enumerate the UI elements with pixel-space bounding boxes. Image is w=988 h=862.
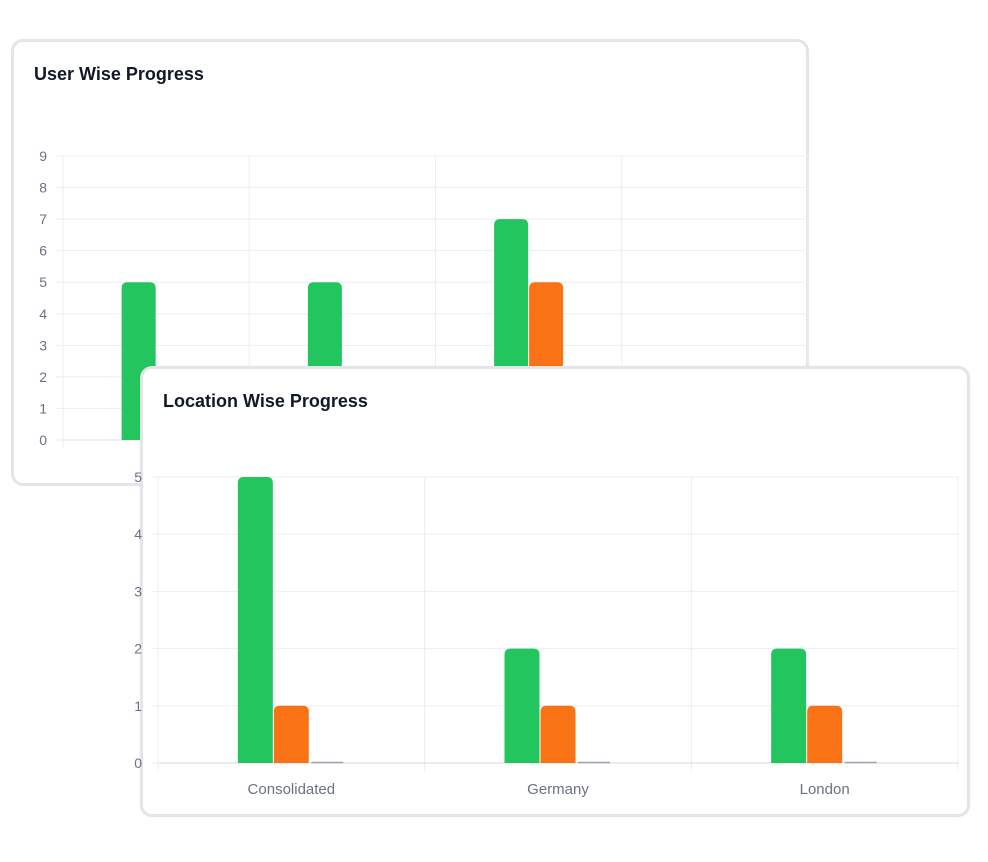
location-chart-y-tick-label: 4 xyxy=(134,526,142,542)
location-chart-y-tick-label: 2 xyxy=(134,641,142,657)
location-wise-progress-chart: 0 1 2 3 4 5 Consolidated Germany London xyxy=(134,469,959,798)
location-chart-bar xyxy=(504,648,540,763)
location-chart-x-tick-label: London xyxy=(800,781,850,798)
user-chart-y-tick-label: 7 xyxy=(39,211,47,227)
user-chart-y-tick-label: 2 xyxy=(39,369,47,385)
user-chart-y-tick-label: 5 xyxy=(39,274,47,290)
user-wise-progress-title: User Wise Progress xyxy=(34,64,204,84)
location-chart-y-tick-label: 3 xyxy=(134,583,142,599)
user-chart-y-tick-label: 4 xyxy=(39,306,47,322)
location-chart-bar xyxy=(807,705,843,763)
user-chart-y-tick-label: 3 xyxy=(39,337,47,353)
location-wise-progress-card: Location Wise Progress 0 1 2 3 4 5 Consolidate… xyxy=(134,366,970,817)
location-chart-bar xyxy=(237,477,273,763)
user-chart-y-tick-label: 1 xyxy=(39,400,47,416)
location-chart-x-tick-label: Consolidated xyxy=(248,781,336,798)
location-chart-x-tick-label: Germany xyxy=(527,781,589,798)
location-chart-y-tick-label: 0 xyxy=(134,755,142,771)
location-chart-bar xyxy=(540,705,576,763)
location-chart-bar xyxy=(771,648,807,763)
location-wise-progress-title: Location Wise Progress xyxy=(163,391,368,411)
user-chart-y-tick-label: 6 xyxy=(39,243,47,259)
user-chart-y-tick-label: 0 xyxy=(39,432,47,448)
user-chart-y-tick-label: 9 xyxy=(39,148,47,164)
location-chart-y-tick-label: 1 xyxy=(134,698,142,714)
user-chart-y-tick-label: 8 xyxy=(39,180,47,196)
location-chart-bar xyxy=(273,705,309,763)
location-chart-y-tick-label: 5 xyxy=(134,469,142,485)
